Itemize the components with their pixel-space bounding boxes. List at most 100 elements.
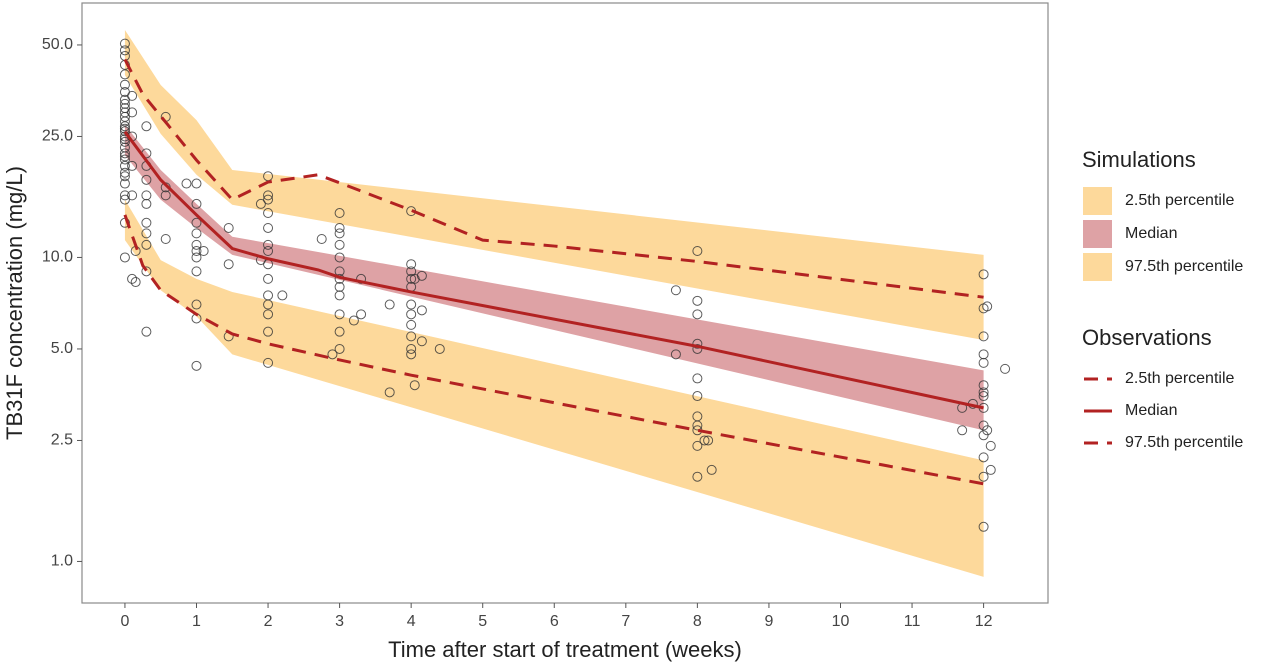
observation-point [406,259,417,270]
observation-point [692,440,703,451]
observation-point [119,116,130,127]
y-tick-label: 2.5 [51,432,73,449]
observation-point [263,326,274,337]
observation-point [348,315,359,326]
observation-point [978,380,989,391]
observation-point [127,107,138,118]
x-axis-title: Time after start of treatment (weeks) [388,637,742,662]
observation-point [409,380,420,391]
observation-point [255,198,266,209]
x-tick-label: 3 [335,613,344,630]
observation-point [141,266,152,277]
observation-point [978,387,989,398]
observation-point [119,151,130,162]
observation-point [670,349,681,360]
observation-point [141,121,152,132]
observation-point [119,148,130,159]
observation-point [692,295,703,306]
x-tick-label: 1 [192,613,201,630]
x-tick-label: 4 [407,613,416,630]
observation-point [198,245,209,256]
observation-point [406,299,417,310]
observation-point [434,343,445,354]
x-tick-label: 5 [478,613,487,630]
observation-point [191,266,202,277]
observation-point [141,228,152,239]
x-tick-label: 6 [550,613,559,630]
observation-point [692,245,703,256]
observation-point [978,357,989,368]
legend-label: 97.5th percentile [1125,258,1243,275]
observation-point [406,343,417,354]
legend-label: Median [1125,402,1177,419]
simulation-band [124,199,984,577]
observation-point [334,290,345,301]
x-tick-label: 8 [693,613,702,630]
observation-point [982,425,993,436]
observation-point [406,349,417,360]
observation-point [957,425,968,436]
observation-point [160,233,171,244]
observation-point [409,273,420,284]
observation-point [406,319,417,330]
observation-point [978,331,989,342]
observation-point [141,174,152,185]
observation-point [692,373,703,384]
observation-point [119,167,130,178]
observation-point [978,391,989,402]
observation-point [334,208,345,219]
observation-point [191,178,202,189]
legend-label: 2.5th percentile [1125,192,1235,209]
observation-point [334,222,345,233]
y-tick-label: 5.0 [51,340,73,357]
observation-point [119,154,130,165]
observation-point [334,343,345,354]
observation-point [692,343,703,354]
observation-point [263,309,274,320]
observation-point [119,38,130,49]
observation-point [416,305,427,316]
observation-point [119,121,130,132]
observation-point [334,309,345,320]
observation-point [978,452,989,463]
legend-title: Simulations [1082,147,1196,172]
observation-point [181,178,192,189]
observation-point [263,245,274,256]
observation-point [119,136,130,147]
observation-point [191,360,202,371]
observation-point [356,309,367,320]
observation-point [277,290,288,301]
x-tick-label: 2 [264,613,273,630]
observation-point [384,299,395,310]
observation-point [127,160,138,171]
legend-key [1083,187,1112,215]
observation-point [191,245,202,256]
observation-point [327,349,338,360]
observation-point [703,435,714,446]
observation-point [692,338,703,349]
observation-point [119,190,130,201]
observation-point [160,190,171,201]
observation-point [416,336,427,347]
legend-title: Observations [1082,325,1212,350]
observation-point [191,228,202,239]
observation-point [191,217,202,228]
observation-point [127,273,138,284]
observation-point [334,252,345,263]
observation-point [119,171,130,182]
x-tick-label: 11 [904,613,921,630]
observation-point [699,435,710,446]
observation-point [223,259,234,270]
observed-line [123,130,984,410]
observation-point [406,331,417,342]
observation-point [978,471,989,482]
observation-point [334,326,345,337]
observation-point [263,239,274,250]
y-tick-label: 10.0 [42,249,73,266]
x-tick-label: 10 [832,613,850,630]
y-axis-title: TB31F concentration (mg/L) [2,166,27,440]
observation-point [130,277,141,288]
observation-point [223,222,234,233]
observation-point [978,521,989,532]
observation-point [119,160,130,171]
